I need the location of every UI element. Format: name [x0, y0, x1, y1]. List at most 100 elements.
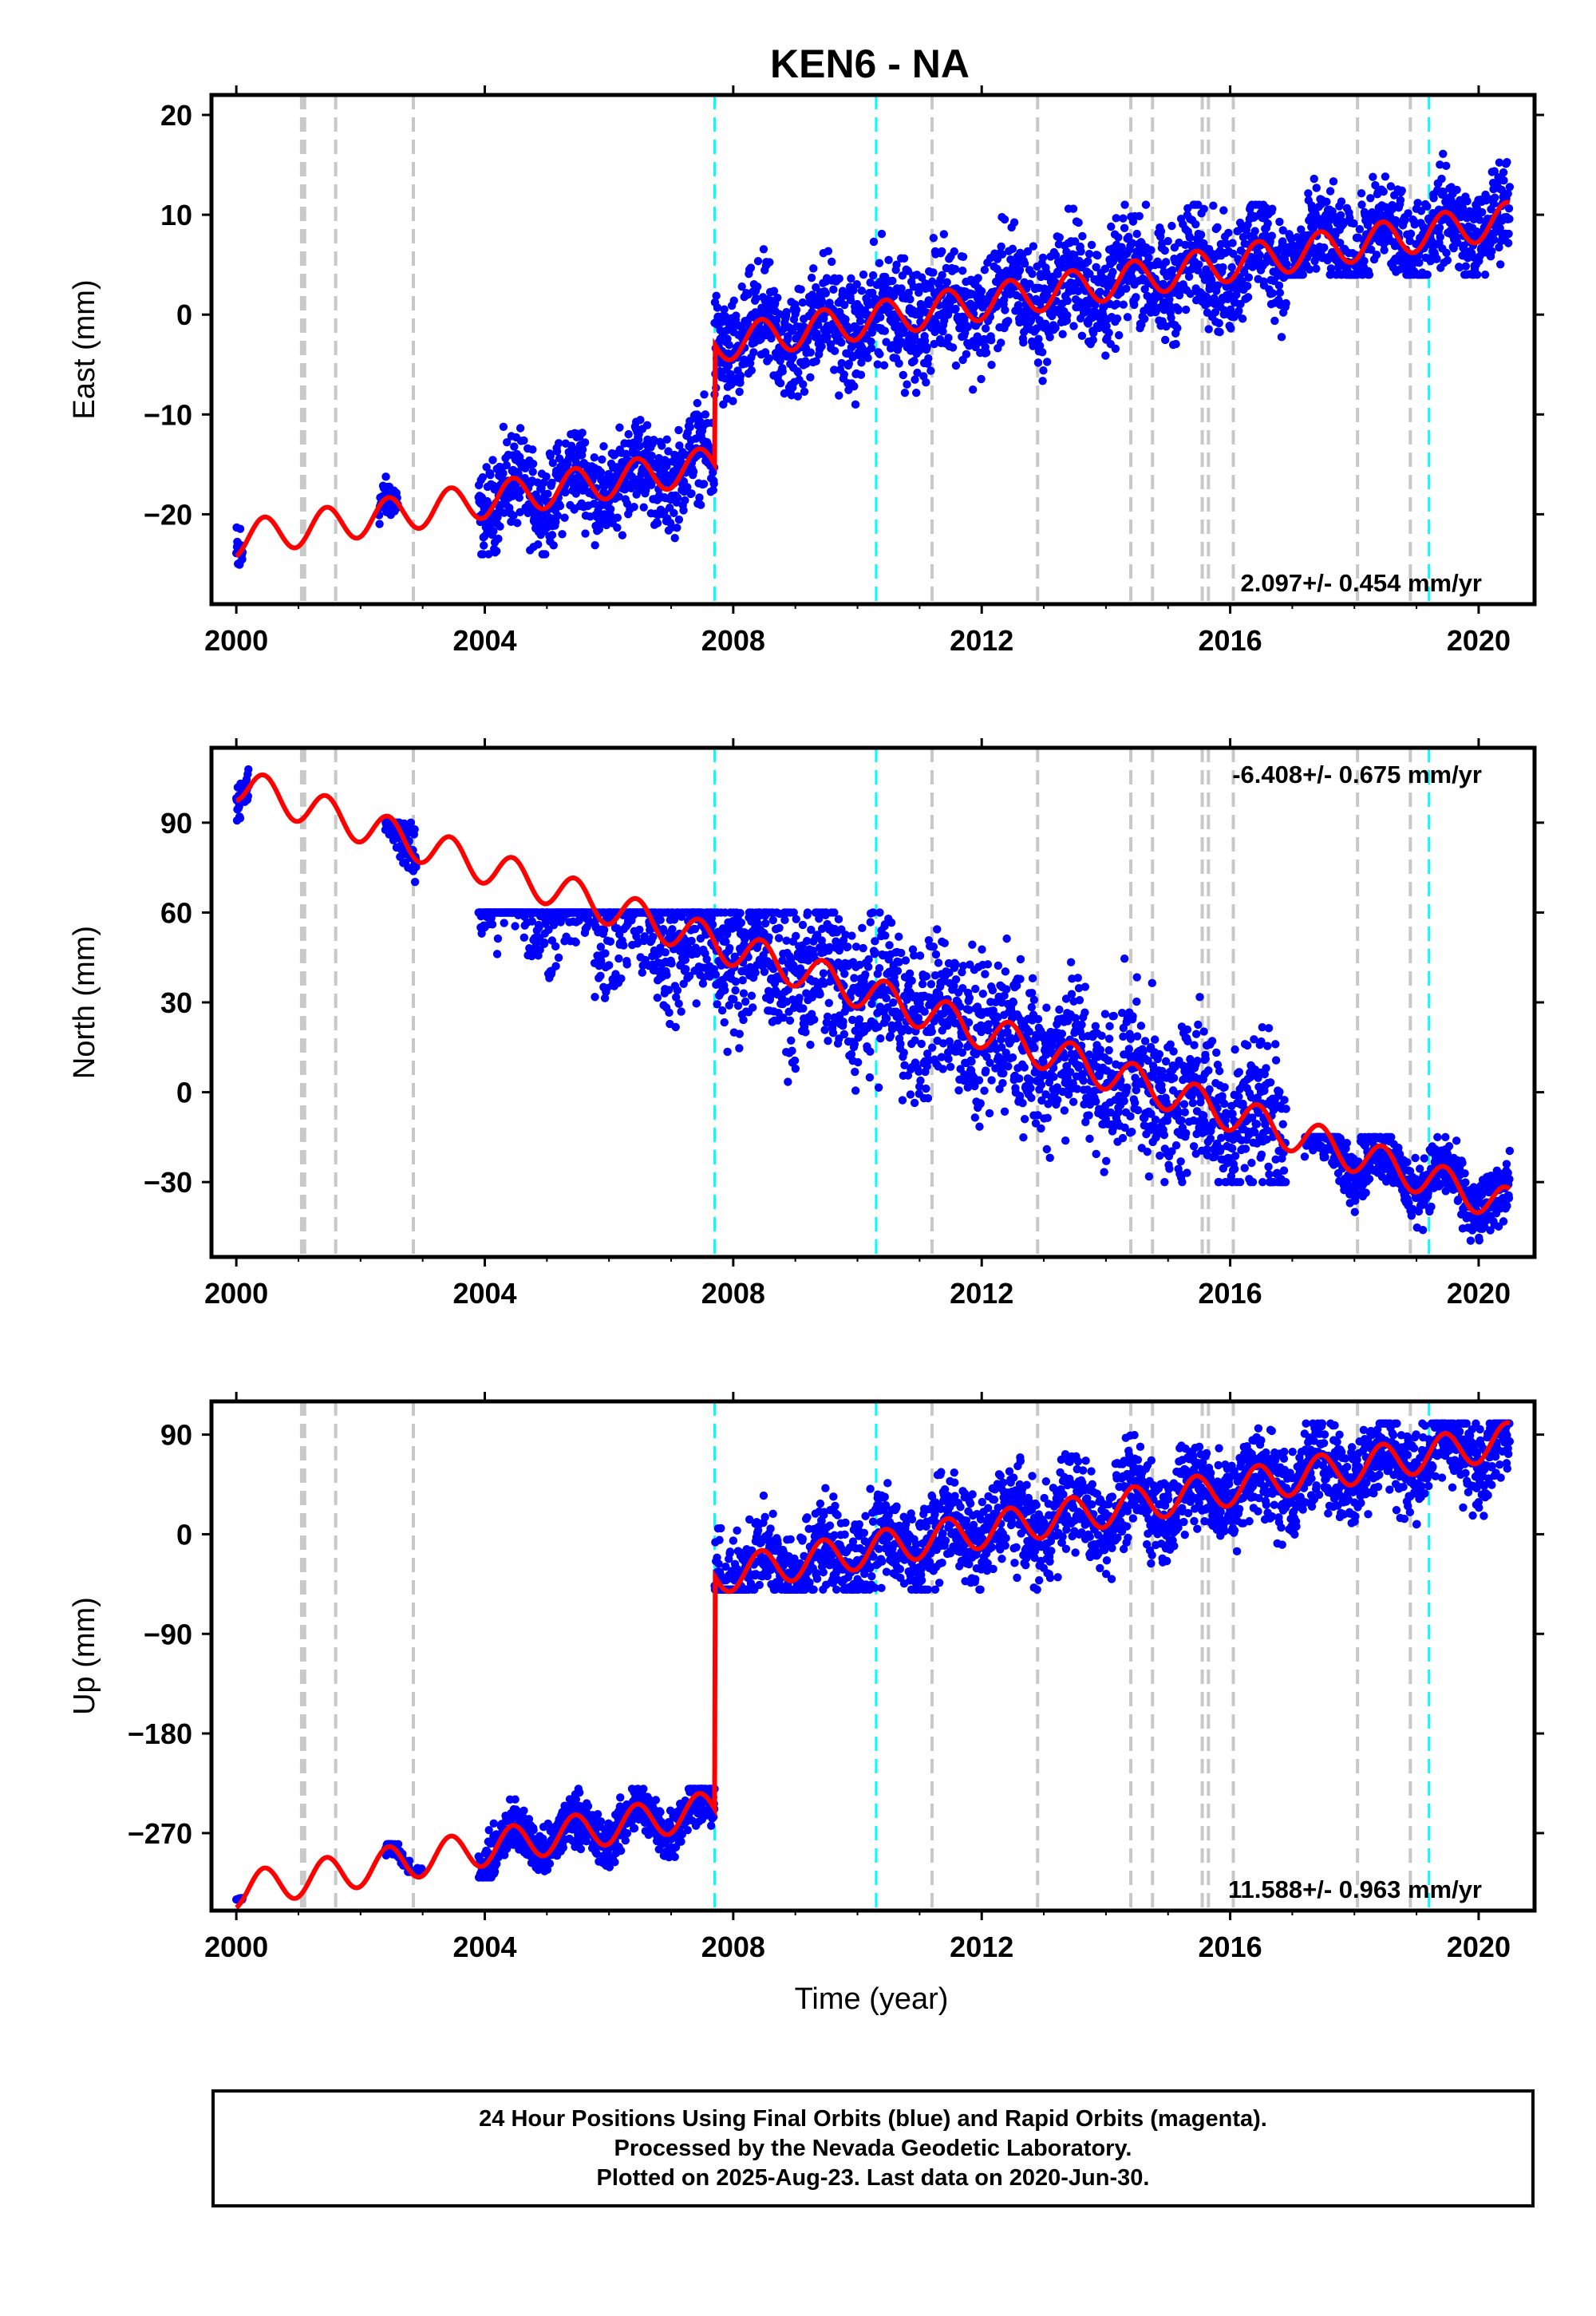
data-point: [1020, 259, 1029, 268]
data-point: [1213, 223, 1222, 232]
data-point: [555, 454, 564, 463]
data-point: [938, 271, 946, 279]
data-point: [1278, 226, 1287, 235]
data-point: [824, 998, 834, 1007]
data-point: [1505, 215, 1514, 223]
data-point: [502, 460, 511, 470]
data-point: [874, 1083, 883, 1092]
data-point: [906, 294, 915, 304]
data-point: [662, 461, 671, 471]
data-point: [692, 999, 701, 1008]
data-point: [1491, 193, 1499, 202]
data-point: [630, 503, 638, 512]
data-point: [976, 1099, 985, 1108]
data-point: [954, 1041, 964, 1050]
data-point: [787, 1036, 796, 1045]
data-point: [410, 825, 419, 834]
data-point: [1020, 1115, 1029, 1124]
data-point: [1499, 176, 1508, 185]
data-point: [1132, 229, 1141, 239]
data-point: [1304, 189, 1313, 198]
y-tick-label: 0: [176, 298, 192, 331]
data-point: [605, 961, 614, 970]
data-point: [406, 818, 416, 828]
data-point: [799, 1004, 808, 1013]
data-point: [1310, 174, 1318, 184]
data-point: [561, 488, 570, 497]
data-point: [1004, 316, 1013, 326]
data-point: [1495, 243, 1503, 252]
data-point: [749, 1003, 757, 1012]
north-data-points: [231, 765, 1515, 1245]
data-point: [1360, 256, 1369, 266]
data-point: [1371, 180, 1380, 190]
data-point: [515, 493, 524, 502]
data-point: [1034, 334, 1043, 343]
data-point: [968, 385, 978, 394]
data-point: [685, 422, 694, 432]
data-point: [1436, 232, 1445, 242]
data-point: [1108, 267, 1117, 276]
data-point: [997, 338, 1005, 347]
data-point: [998, 250, 1007, 259]
data-point: [576, 477, 585, 486]
data-point: [598, 455, 606, 464]
data-point: [830, 346, 839, 356]
data-point: [695, 493, 704, 502]
data-point: [1027, 1093, 1036, 1102]
data-point: [1048, 1041, 1057, 1050]
data-point: [731, 977, 741, 986]
data-point: [882, 338, 891, 346]
data-point: [1016, 954, 1025, 964]
data-point: [1267, 231, 1277, 240]
data-point: [614, 492, 623, 501]
data-point: [801, 1028, 810, 1037]
data-point: [852, 279, 861, 289]
data-point: [812, 357, 820, 366]
data-point: [798, 298, 808, 307]
data-point: [635, 441, 644, 451]
data-point: [693, 398, 702, 408]
data-point: [639, 503, 648, 512]
data-point: [677, 1007, 685, 1016]
data-point: [1043, 358, 1052, 366]
data-point: [951, 361, 961, 370]
data-point: [1067, 990, 1077, 998]
data-point: [624, 429, 633, 439]
data-point: [927, 1043, 937, 1052]
east-y-axis-label: East (mm): [68, 279, 101, 419]
east-rate-label: 2.097+/- 0.454 mm/yr: [1241, 569, 1482, 597]
data-point: [866, 918, 875, 927]
data-point: [513, 519, 522, 528]
data-point: [915, 951, 925, 960]
data-point: [489, 527, 498, 536]
data-point: [1060, 1106, 1069, 1115]
data-point: [780, 915, 789, 925]
data-point: [671, 1022, 680, 1032]
data-point: [712, 291, 721, 300]
data-point: [1096, 287, 1104, 296]
data-point: [974, 1076, 984, 1085]
data-point: [1002, 934, 1011, 943]
data-point: [549, 921, 559, 930]
data-point: [516, 453, 524, 461]
data-point: [648, 932, 658, 942]
data-point: [877, 229, 887, 239]
data-point: [849, 286, 858, 294]
data-point: [997, 242, 1005, 251]
data-point: [867, 328, 877, 337]
data-point: [737, 282, 746, 291]
data-point: [1114, 233, 1123, 242]
data-point: [1015, 318, 1024, 327]
data-point: [1128, 239, 1137, 247]
data-point: [898, 1096, 907, 1105]
data-point: [1161, 258, 1171, 267]
data-point: [939, 230, 949, 239]
data-point: [800, 387, 809, 396]
data-point: [599, 925, 609, 935]
data-point: [1037, 1124, 1045, 1133]
data-point: [803, 908, 812, 917]
data-point: [1058, 330, 1067, 338]
data-point: [1268, 289, 1277, 298]
data-point: [846, 295, 855, 305]
